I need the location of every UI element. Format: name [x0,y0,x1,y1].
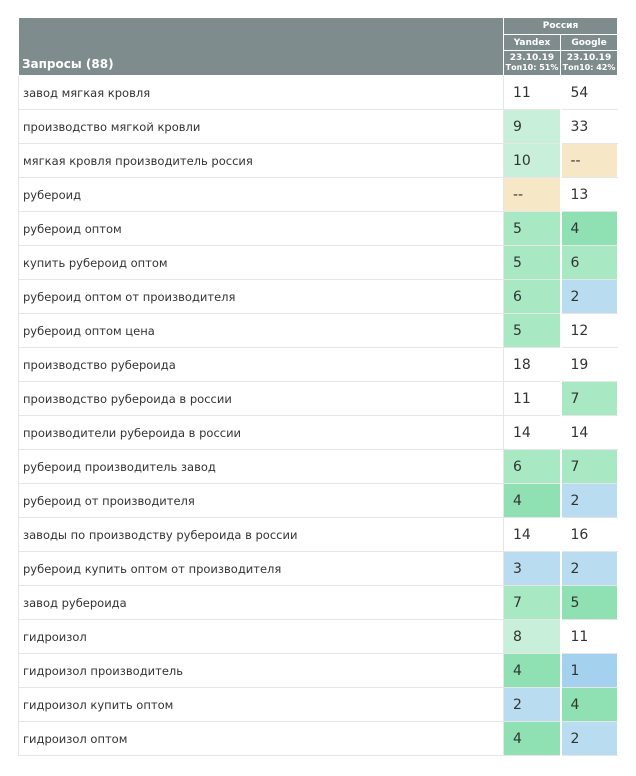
google-position-cell: 54 [559,75,619,110]
table-row: рубероид оптом цена 5 12 [18,313,619,348]
query-cell: рубероид оптом [18,211,504,246]
yandex-top10-share: Топ10: 51% [505,63,559,72]
table-row: гидроизол 8 11 [18,619,619,654]
google-position-cell: 2 [559,721,619,756]
google-position-cell: 13 [559,177,619,212]
table-row: производители рубероида в россии 14 14 [18,415,619,450]
query-cell: рубероид оптом от производителя [18,279,504,314]
google-position-cell: 11 [559,619,619,654]
query-cell: рубероид производитель завод [18,449,504,484]
yandex-position-cell: 9 [503,109,561,144]
query-cell: гидроизол [18,619,504,654]
google-position-cell: 16 [559,517,619,552]
yandex-position-cell: 4 [503,653,561,688]
yandex-date-header: 23.10.19 Топ10: 51% [503,50,561,76]
google-position-cell: 2 [559,551,619,586]
yandex-position-cell: 4 [503,483,561,518]
positions-table-container: Запросы (88) Россия Yandex Google 23.10.… [18,17,619,756]
query-cell: гидроизол производитель [18,653,504,688]
google-position-cell: 1 [559,653,619,688]
query-cell: производство рубероида в россии [18,381,504,416]
table-row: производство рубероида 18 19 [18,347,619,382]
google-column-header[interactable]: Google [559,34,619,51]
query-cell: рубероид оптом цена [18,313,504,348]
yandex-position-cell: 8 [503,619,561,654]
google-position-cell: 33 [559,109,619,144]
google-position-cell: 4 [559,687,619,722]
yandex-position-cell: 11 [503,381,561,416]
table-row: рубероид -- 13 [18,177,619,212]
yandex-check-date: 23.10.19 [509,53,555,63]
table-row: мягкая кровля производитель россия 10 -- [18,143,619,178]
query-cell: завод мягкая кровля [18,75,504,110]
yandex-column-header[interactable]: Yandex [503,34,561,51]
google-check-date: 23.10.19 [566,53,612,63]
table-row: заводы по производству рубероида в росси… [18,517,619,552]
yandex-position-cell: 6 [503,279,561,314]
yandex-position-cell: 2 [503,687,561,722]
queries-column-header[interactable]: Запросы (88) [18,17,504,76]
yandex-position-cell: 7 [503,585,561,620]
query-cell: производители рубероида в россии [18,415,504,450]
table-row: рубероид производитель завод 6 7 [18,449,619,484]
table-row: рубероид оптом от производителя 6 2 [18,279,619,314]
table-row: гидроизол производитель 4 1 [18,653,619,688]
query-cell: рубероид [18,177,504,212]
google-position-cell: 6 [559,245,619,280]
query-cell: гидроизол оптом [18,721,504,756]
yandex-position-cell: 18 [503,347,561,382]
region-header: Россия [502,17,619,35]
yandex-position-cell: 14 [503,415,561,450]
yandex-position-cell: 3 [503,551,561,586]
table-body: завод мягкая кровля 11 54 производство мягк… [18,75,619,756]
query-cell: заводы по производству рубероида в росси… [18,517,504,552]
google-position-cell: 12 [559,313,619,348]
query-cell: мягкая кровля производитель россия [18,143,504,178]
yandex-position-cell: 5 [503,313,561,348]
google-position-cell: 5 [559,585,619,620]
google-top10-share: Топ10: 42% [562,63,616,72]
table-row: купить рубероид оптом 5 6 [18,245,619,280]
google-position-cell: 4 [559,211,619,246]
yandex-position-cell: -- [503,177,561,212]
table-row: гидроизол оптом 4 2 [18,721,619,756]
yandex-position-cell: 4 [503,721,561,756]
query-cell: купить рубероид оптом [18,245,504,280]
google-position-cell: -- [559,143,619,178]
query-cell: рубероид купить оптом от производителя [18,551,504,586]
table-row: завод мягкая кровля 11 54 [18,75,619,110]
google-position-cell: 14 [559,415,619,450]
query-cell: завод рубероида [18,585,504,620]
positions-table: Запросы (88) Россия Yandex Google 23.10.… [18,17,619,756]
query-cell: гидроизол купить оптом [18,687,504,722]
table-header: Запросы (88) Россия Yandex Google 23.10.… [18,17,619,76]
yandex-position-cell: 5 [503,245,561,280]
query-cell: производство мягкой кровли [18,109,504,144]
yandex-position-cell: 10 [503,143,561,178]
google-date-header: 23.10.19 Топ10: 42% [559,50,619,76]
google-position-cell: 7 [559,449,619,484]
yandex-position-cell: 5 [503,211,561,246]
table-row: гидроизол купить оптом 2 4 [18,687,619,722]
google-position-cell: 2 [559,483,619,518]
table-row: рубероид от производителя 4 2 [18,483,619,518]
query-cell: производство рубероида [18,347,504,382]
query-cell: рубероид от производителя [18,483,504,518]
table-row: производство мягкой кровли 9 33 [18,109,619,144]
yandex-position-cell: 11 [503,75,561,110]
google-position-cell: 7 [559,381,619,416]
google-position-cell: 19 [559,347,619,382]
yandex-position-cell: 6 [503,449,561,484]
table-row: рубероид купить оптом от производителя 3 2 [18,551,619,586]
google-position-cell: 2 [559,279,619,314]
yandex-position-cell: 14 [503,517,561,552]
table-row: производство рубероида в россии 11 7 [18,381,619,416]
table-row: рубероид оптом 5 4 [18,211,619,246]
table-row: завод рубероида 7 5 [18,585,619,620]
